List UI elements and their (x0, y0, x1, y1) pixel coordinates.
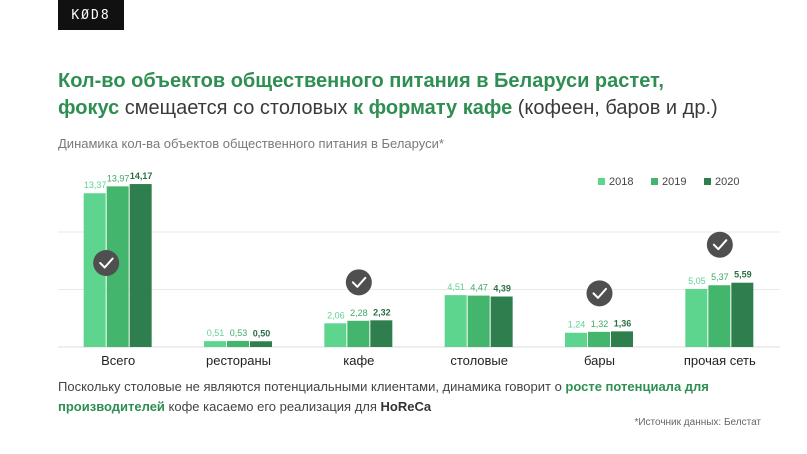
bar-рестораны-2020 (250, 341, 272, 347)
data-label-кафе-2020: 2,32 (373, 307, 391, 317)
category-label-рестораны: рестораны (206, 353, 271, 368)
bar-прочая сеть-2020 (731, 282, 754, 347)
category-label-прочая сеть: прочая сеть (684, 353, 756, 368)
data-label-бары-2018: 1,24 (568, 320, 586, 330)
data-label-кафе-2018: 2,06 (327, 310, 345, 320)
category-label-столовые: столовые (450, 353, 508, 368)
headline-line2: фокус смещается со столовых к формату ка… (58, 95, 798, 122)
bar-столовые-2018 (444, 295, 467, 347)
data-label-Всего-2020: 14,17 (130, 171, 153, 181)
bar-бары-2020 (611, 331, 633, 347)
source-note: *Источник данных: Белстат (634, 417, 761, 428)
bar-бары-2019 (588, 331, 610, 347)
data-label-столовые-2020: 4,39 (493, 284, 511, 294)
bar-бары-2018 (565, 332, 587, 347)
data-label-рестораны-2018: 0,51 (207, 328, 225, 338)
bar-кафе-2019 (347, 320, 370, 347)
headline-line1: Кол-во объектов общественного питания в … (58, 70, 664, 92)
legend-swatch-2020 (704, 178, 711, 185)
data-label-рестораны-2019: 0,53 (230, 328, 248, 338)
checkmark-icon-кафе (345, 269, 372, 296)
data-label-рестораны-2020: 0,50 (253, 328, 271, 338)
headline-bold-cafe: к формату кафе (353, 97, 513, 119)
bar-прочая сеть-2019 (708, 285, 731, 347)
legend-label-2019: 2019 (662, 176, 686, 188)
checkmark-icon-прочая сеть (706, 231, 733, 258)
footnote-part1: Поскольку столовые не являются потенциал… (58, 379, 566, 394)
data-label-прочая сеть-2020: 5,59 (734, 270, 752, 280)
data-label-прочая сеть-2018: 5,05 (688, 276, 706, 286)
checkmark-tick-Всего (99, 257, 114, 269)
checkmark-icon-Всего (93, 250, 120, 276)
data-label-Всего-2019: 13,97 (107, 173, 130, 183)
footnote-highlight: росте потенциала для производителей (58, 379, 709, 414)
headline: Кол-во объектов общественного питания в … (58, 68, 798, 122)
data-label-бары-2019: 1,32 (591, 319, 609, 329)
category-label-кафе: кафе (343, 353, 374, 368)
legend-label-2018: 2018 (609, 176, 633, 188)
checkmark-tick-прочая сеть (712, 239, 728, 251)
headline-bold-focus: фокус (58, 97, 120, 119)
bar-прочая сеть-2018 (685, 288, 708, 347)
bar-Всего-2018 (83, 193, 106, 347)
checkmark-tick-бары (592, 287, 607, 299)
chart-title: Динамика кол-ва объектов общественного п… (58, 136, 444, 151)
checkmark-tick-кафе (351, 276, 367, 288)
legend-swatch-2018 (598, 178, 605, 185)
footnote-bold: HoReCa (380, 399, 432, 414)
headline-mid: смещается со столовых (119, 97, 354, 119)
logo: KØD8 (58, 0, 124, 30)
bar-Всего-2020 (129, 184, 152, 347)
data-label-кафе-2019: 2,28 (350, 308, 368, 318)
bar-столовые-2019 (467, 295, 490, 347)
headline-end: (кофеен, баров и др.) (512, 97, 718, 119)
legend-label-2020: 2020 (715, 176, 739, 188)
footnote-part2: кофе касаемо его реализация для (164, 399, 381, 414)
checkmark-icon-бары (586, 280, 613, 307)
data-label-столовые-2019: 4,47 (470, 283, 488, 293)
data-label-прочая сеть-2019: 5,37 (711, 272, 729, 282)
bar-рестораны-2018 (204, 341, 226, 347)
category-label-Всего: Всего (101, 353, 135, 368)
data-label-Всего-2018: 13,37 (84, 180, 107, 190)
footnote: Поскольку столовые не являются потенциал… (58, 377, 778, 417)
bar-столовые-2020 (490, 296, 513, 347)
bar-кафе-2018 (324, 323, 347, 347)
bar-рестораны-2019 (227, 340, 249, 347)
bar-кафе-2020 (370, 320, 393, 347)
data-label-столовые-2018: 4,51 (447, 282, 465, 292)
data-label-бары-2020: 1,36 (614, 318, 632, 328)
legend-swatch-2019 (651, 178, 658, 185)
category-label-бары: бары (584, 353, 615, 368)
